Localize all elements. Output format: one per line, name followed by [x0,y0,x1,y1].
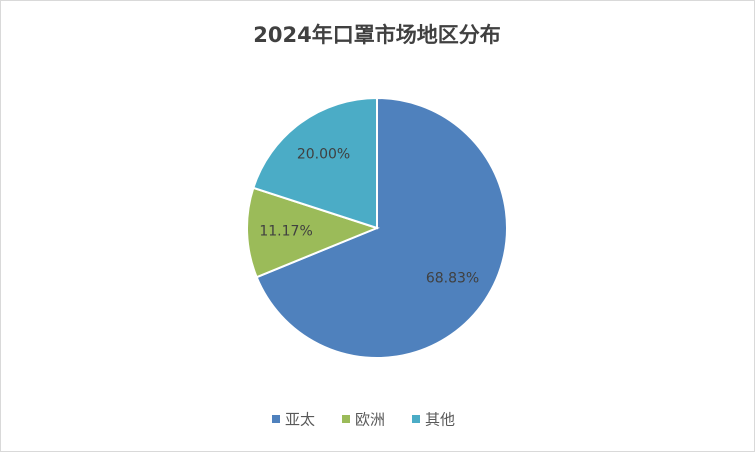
data-label: 68.83% [426,271,479,287]
chart-title: 2024年口罩市场地区分布 [253,23,500,47]
legend-swatch [342,415,350,423]
pie-slice [255,96,508,359]
legend-label: 欧洲 [355,411,385,429]
data-label: 11.17% [259,223,312,239]
legend-label: 亚太 [285,411,315,429]
pie-slice [252,96,378,230]
data-label: 20.00% [297,146,350,162]
legend-swatch [412,415,420,423]
pie-slice [246,186,380,279]
legend-label: 其他 [425,411,455,429]
legend-swatch [272,415,280,423]
